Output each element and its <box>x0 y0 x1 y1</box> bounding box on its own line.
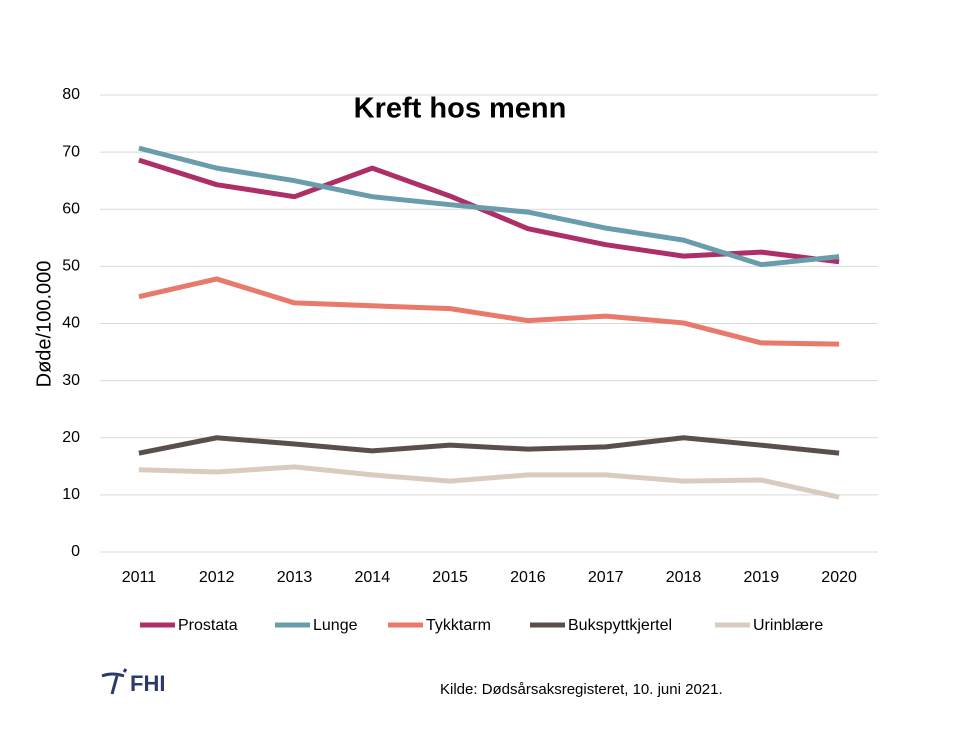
logo-icon <box>101 668 128 695</box>
x-tick-label: 2020 <box>821 569 857 586</box>
x-tick-label: 2017 <box>588 569 624 586</box>
legend-label: Lunge <box>313 617 358 634</box>
series-line <box>138 435 840 456</box>
x-tick-label: 2014 <box>355 569 391 586</box>
source-note: Kilde: Dødsårsaksregisteret, 10. juni 20… <box>440 681 723 698</box>
series-line <box>138 464 840 500</box>
y-axis-label: Døde/100.000 <box>33 261 55 388</box>
chart-title: Kreft hos menn <box>354 93 567 125</box>
logo: FHI <box>101 668 165 696</box>
legend-label: Bukspyttkjertel <box>568 617 672 634</box>
x-tick-label: 2012 <box>199 569 235 586</box>
y-tick-label: 20 <box>62 429 80 446</box>
x-tick-label: 2011 <box>122 569 157 586</box>
x-tick-label: 2018 <box>666 569 702 586</box>
y-tick-label: 0 <box>71 543 80 560</box>
x-tick-label: 2016 <box>510 569 546 586</box>
logo-text: FHI <box>130 671 165 696</box>
y-tick-label: 30 <box>62 372 80 389</box>
legend-label: Prostata <box>178 617 238 634</box>
series-line <box>138 276 840 347</box>
x-tick-label: 2015 <box>432 569 468 586</box>
legend-label: Tykktarm <box>426 617 491 634</box>
x-tick-label: 2019 <box>744 569 780 586</box>
y-tick-label: 50 <box>62 258 80 275</box>
series-line <box>138 145 840 268</box>
y-tick-label: 60 <box>62 200 80 217</box>
y-tick-label: 80 <box>62 86 80 103</box>
x-tick-label: 2013 <box>277 569 313 586</box>
y-tick-label: 70 <box>62 143 80 160</box>
legend-label: Urinblære <box>753 617 823 634</box>
y-tick-label: 40 <box>62 315 80 332</box>
series-line <box>138 157 840 265</box>
y-tick-label: 10 <box>62 486 80 503</box>
